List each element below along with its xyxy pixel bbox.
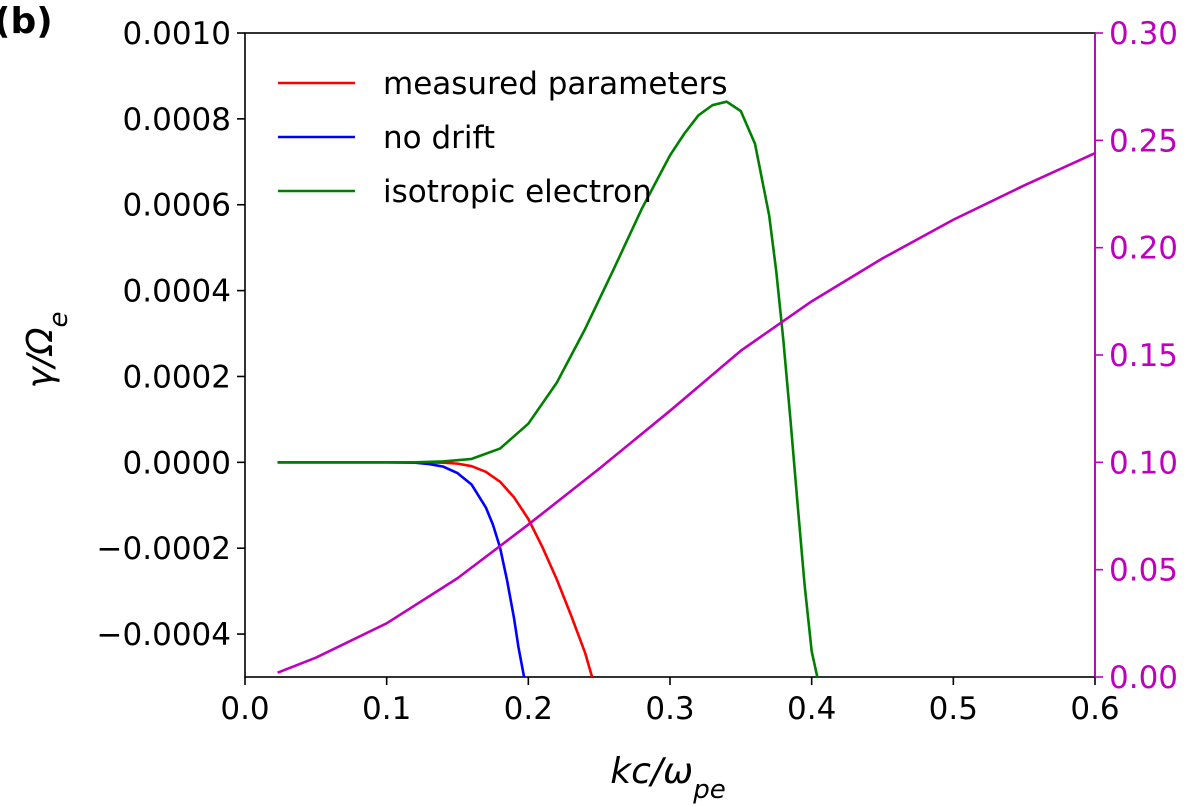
y-tick-label: 0.0000 — [123, 445, 231, 481]
plot-frame — [244, 32, 1096, 678]
x-tick-label: 0.3 — [645, 691, 694, 727]
y-tick-label: 0.0010 — [123, 16, 231, 52]
x-axis: 0.0 0.1 0.2 0.3 0.4 0.5 0.6 — [220, 677, 1120, 727]
x-tick-label: 0.0 — [220, 691, 269, 727]
series-line-measured-parameters — [277, 461, 594, 678]
plot-border — [244, 32, 1096, 678]
y2-tick-label: 0.25 — [1109, 123, 1178, 159]
panel-label: (b) — [0, 1, 53, 42]
y2-tick-label: 0.00 — [1109, 660, 1178, 696]
y2-tick-label: 0.15 — [1109, 338, 1178, 374]
x-axis-label: kc/ωpe — [610, 751, 725, 805]
y-tick-label: 0.0006 — [123, 188, 231, 224]
legend-label: isotropic electron — [383, 174, 652, 210]
x-tick-label: 0.2 — [504, 691, 553, 727]
series-line-right-axis-curve — [277, 152, 1095, 674]
y-axis-right: 0.00 0.05 0.10 0.15 0.20 0.25 0.30 — [1095, 16, 1178, 696]
x-tick-label: 0.5 — [929, 691, 978, 727]
series-layer — [277, 100, 1095, 678]
y-tick-label: −0.0002 — [97, 531, 231, 567]
y2-tick-label: 0.10 — [1109, 445, 1178, 481]
legend: measured parameters no drift isotropic ele… — [278, 66, 728, 210]
y2-tick-label: 0.05 — [1109, 553, 1178, 589]
y-axis-left: −0.0004 −0.0002 0.0000 0.0002 0.0004 0.0006 0.… — [97, 16, 245, 653]
y-tick-label: 0.0008 — [123, 102, 231, 138]
legend-label: no drift — [383, 120, 495, 156]
y2-tick-label: 0.20 — [1109, 231, 1178, 267]
x-tick-label: 0.6 — [1070, 691, 1119, 727]
y-tick-label: 0.0004 — [123, 274, 231, 310]
legend-label: measured parameters — [383, 66, 728, 102]
x-tick-label: 0.4 — [787, 691, 836, 727]
y-axis-label: γ/Ωe — [20, 312, 74, 389]
y-tick-label: −0.0004 — [97, 617, 231, 653]
series-line-isotropic-electron — [277, 100, 819, 678]
x-tick-label: 0.1 — [362, 691, 411, 727]
series-line-no-drift — [277, 461, 526, 678]
y2-tick-label: 0.30 — [1109, 16, 1178, 52]
y-tick-label: 0.0002 — [123, 359, 231, 395]
